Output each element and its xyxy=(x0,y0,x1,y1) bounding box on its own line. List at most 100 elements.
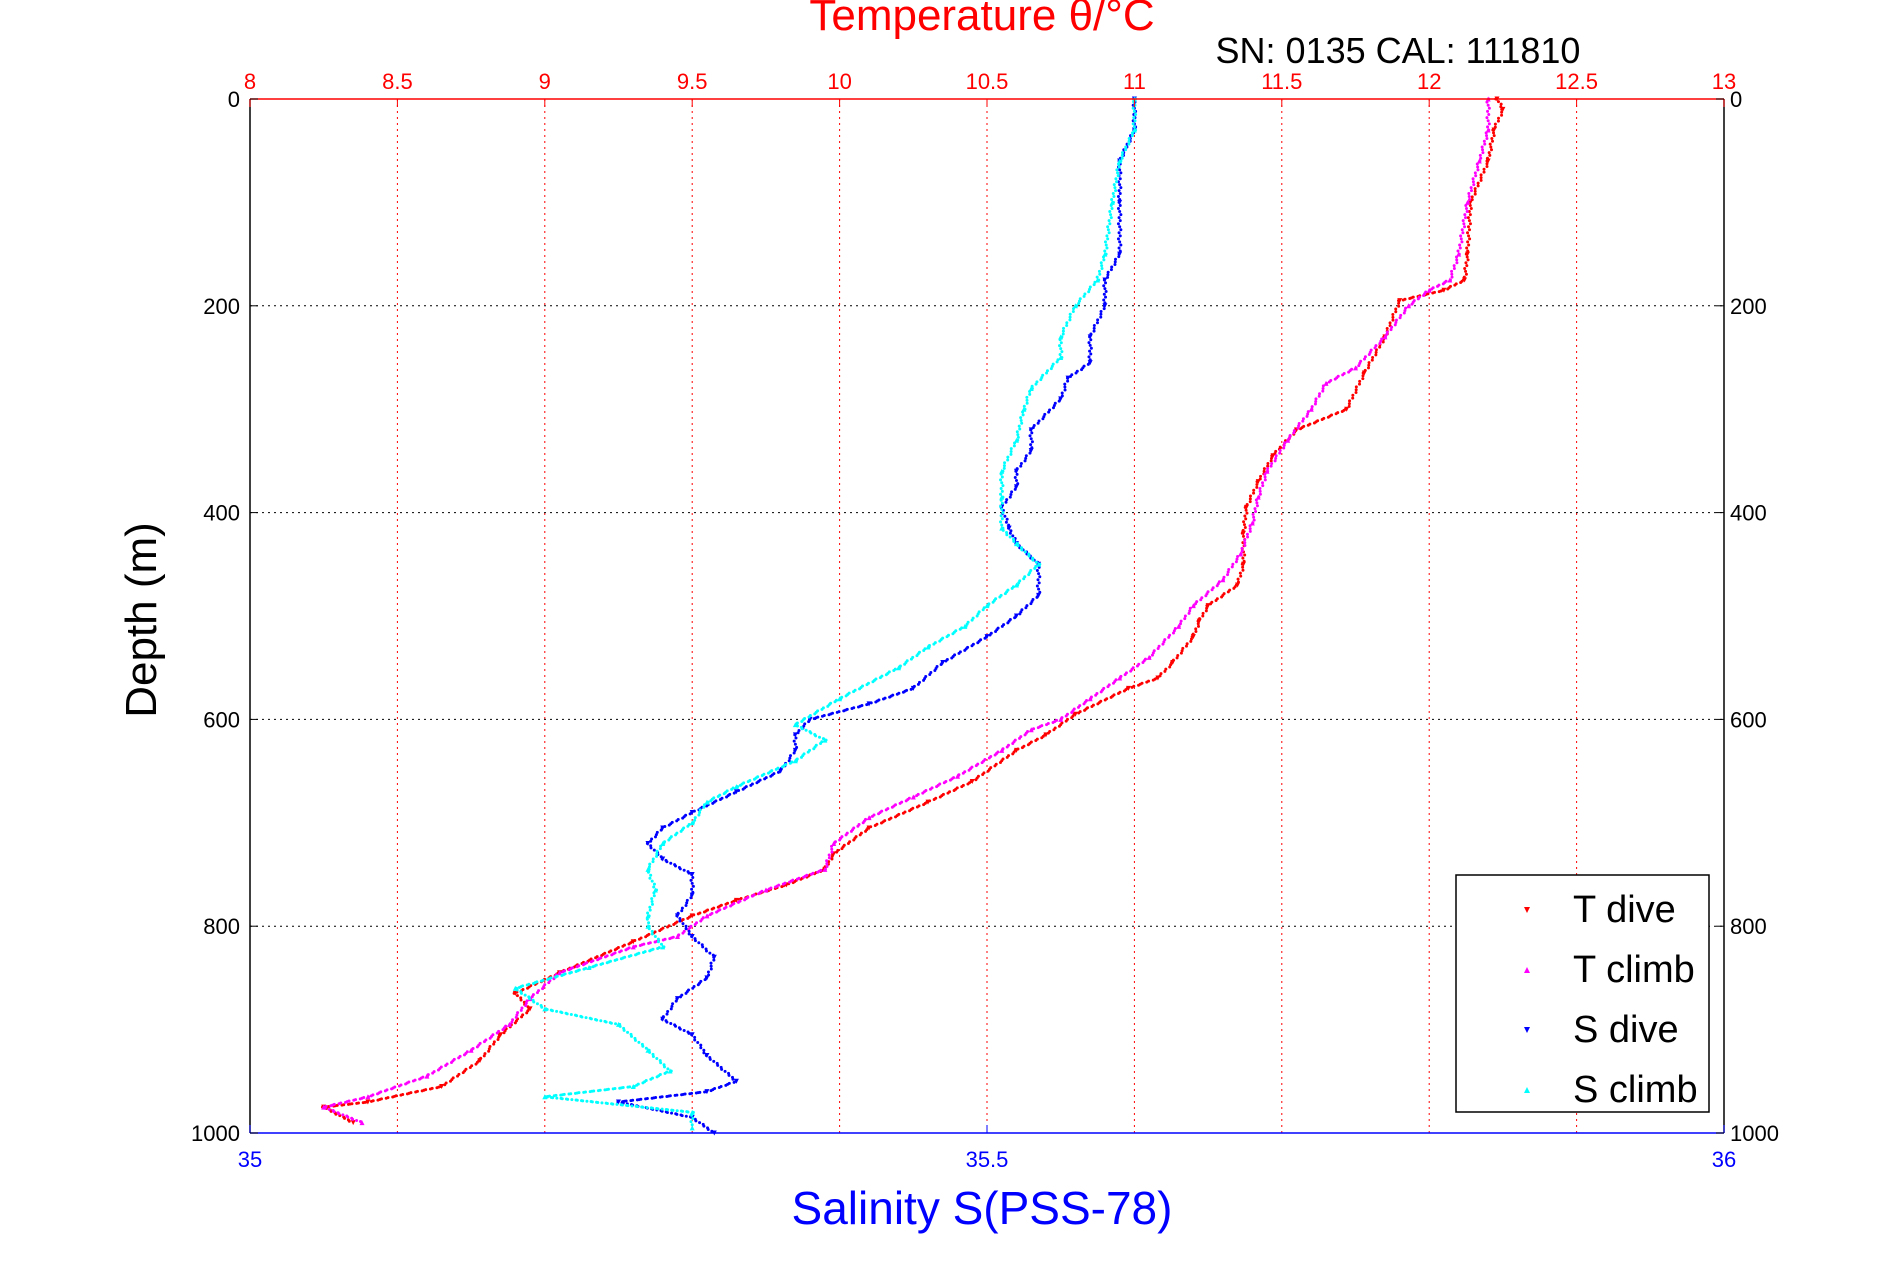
x-axis-bottom-label: Salinity S(PSS-78) xyxy=(792,1182,1173,1234)
series-trace-dot xyxy=(915,805,919,809)
series-trace-dot xyxy=(614,1022,618,1026)
series-trace-dot xyxy=(626,1085,630,1089)
series-trace-dot xyxy=(645,917,649,921)
series-trace-dot xyxy=(1241,568,1245,572)
series-trace-dot xyxy=(681,931,685,935)
series-trace-dot xyxy=(456,1074,460,1078)
series-trace-dot xyxy=(1476,165,1480,169)
data-point xyxy=(645,923,651,929)
series-trace-dot xyxy=(462,1053,466,1057)
series-trace-dot xyxy=(1469,186,1473,190)
series-trace-dot xyxy=(1063,382,1067,386)
series-trace-dot xyxy=(1037,572,1041,576)
data-point xyxy=(837,696,843,702)
series-trace-dot xyxy=(1118,234,1122,238)
series-trace-dot xyxy=(921,791,925,795)
series-trace-dot xyxy=(1115,168,1119,172)
series-trace-dot xyxy=(1008,535,1012,539)
series-trace-dot xyxy=(858,687,862,691)
series-trace-dot xyxy=(1243,538,1247,542)
data-point xyxy=(1109,199,1115,205)
series-trace-dot xyxy=(633,1038,637,1042)
series-trace-dot xyxy=(1028,392,1032,396)
series-trace-dot xyxy=(901,690,905,694)
series-trace-dot xyxy=(794,736,798,740)
series-trace-dot xyxy=(1055,360,1059,364)
data-point xyxy=(542,1094,548,1100)
series-trace-dot xyxy=(819,742,823,746)
series-trace-dot xyxy=(892,669,896,673)
series-trace-dot xyxy=(1367,361,1371,365)
axes: 8 8.5 9 9.5 10 10.5 11 11.5 12 12.5 13 35 35.5 36 0 0 20… xyxy=(191,69,1779,1172)
series-trace-dot xyxy=(1022,404,1026,408)
series-trace-dot xyxy=(618,1086,622,1090)
series-trace-dot xyxy=(1018,612,1022,616)
series-trace-dot xyxy=(1261,481,1265,485)
data-point xyxy=(1426,287,1432,293)
data-point xyxy=(1028,427,1034,433)
series-trace-dot xyxy=(1077,301,1081,305)
series-trace-dot xyxy=(565,1012,569,1016)
series-trace-dot xyxy=(1116,171,1120,175)
series-trace-dot xyxy=(1000,489,1004,493)
data-point xyxy=(1028,448,1034,454)
series-trace-dot xyxy=(788,756,792,760)
legend: T dive T climb S dive S climb xyxy=(1455,874,1710,1113)
series-trace-dot xyxy=(523,993,527,997)
series-trace-dot xyxy=(566,1097,570,1101)
data-point xyxy=(822,866,828,872)
series-trace-dot xyxy=(1183,614,1187,618)
series-trace-dot xyxy=(539,979,543,983)
series-trace-dot xyxy=(1467,219,1471,223)
series-trace-dot xyxy=(672,922,676,926)
series-trace-dot xyxy=(881,697,885,701)
series-trace-dot xyxy=(1458,243,1462,247)
series-trace-dot xyxy=(600,1101,604,1105)
series-trace-dot xyxy=(999,478,1003,482)
series-trace-dot xyxy=(709,964,713,968)
series-trace-dot xyxy=(812,747,816,751)
series-trace-dot xyxy=(856,824,860,828)
data-point xyxy=(1476,158,1482,164)
x-top-tick-label: 12 xyxy=(1417,69,1441,94)
y-right-tick-label: 800 xyxy=(1730,914,1767,939)
data-point xyxy=(689,934,695,940)
series-trace-dot xyxy=(660,1107,664,1111)
series-trace-dot xyxy=(699,1046,703,1050)
series-trace-dot xyxy=(957,651,961,655)
legend-box xyxy=(1455,874,1710,1113)
data-point xyxy=(704,913,710,919)
series-trace-dot xyxy=(732,1080,736,1084)
series-trace-dot xyxy=(527,997,531,1001)
series-trace-dot xyxy=(618,950,622,954)
series-trace-dot xyxy=(1036,421,1040,425)
series-trace-dot xyxy=(475,1045,479,1049)
series-trace-dot xyxy=(757,892,761,896)
series-trace-dot xyxy=(514,1015,518,1019)
series-trace-dot xyxy=(1351,396,1355,400)
legend-label: T climb xyxy=(1573,949,1695,991)
data-point xyxy=(733,784,739,790)
series-trace-dot xyxy=(1476,181,1480,185)
data-point xyxy=(468,1047,474,1053)
series-trace-dot xyxy=(1185,642,1189,646)
series-trace-dot xyxy=(767,887,771,891)
legend-marker xyxy=(1524,1087,1530,1093)
series-trace-dot xyxy=(830,850,834,854)
series-trace-dot xyxy=(1490,136,1494,140)
y-right-tick-label: 600 xyxy=(1730,707,1767,732)
series-trace-dot xyxy=(1487,113,1491,117)
series-trace-dot xyxy=(637,937,641,941)
series-trace-dot xyxy=(974,764,978,768)
series-trace-dot xyxy=(1030,440,1034,444)
series-trace-dot xyxy=(1092,324,1096,328)
series-trace-dot xyxy=(1321,389,1325,393)
series-trace-dot xyxy=(1015,430,1019,434)
series-trace-dot xyxy=(1240,549,1244,553)
series-trace-dot xyxy=(1107,231,1111,235)
series-trace-dot xyxy=(884,808,888,812)
series-trace-dot xyxy=(656,940,660,944)
series-trace-dot xyxy=(922,678,926,682)
series-trace-dot xyxy=(1134,113,1138,117)
data-point xyxy=(1500,106,1506,112)
